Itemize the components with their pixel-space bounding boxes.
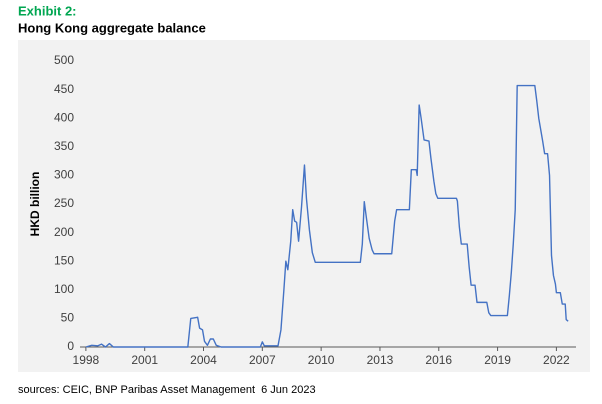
y-tick-label: 500 (54, 53, 74, 67)
x-tick-label: 1998 (73, 353, 100, 367)
source-note: sources: CEIC, BNP Paribas Asset Managem… (18, 384, 316, 396)
y-tick-label: 250 (54, 196, 74, 210)
x-tick-label: 2022 (543, 353, 570, 367)
x-tick-label: 2010 (308, 353, 335, 367)
y-tick-label: 400 (54, 110, 74, 124)
y-tick-label: 50 (61, 311, 75, 325)
chart-title: Exhibit 2: (18, 3, 77, 18)
y-tick-label: 200 (54, 225, 74, 239)
data-line (85, 84, 569, 348)
y-tick-label: 300 (54, 168, 74, 182)
x-tick-label: 2007 (249, 353, 276, 367)
x-tick-label: 2013 (367, 353, 394, 367)
x-tick-label: 2019 (484, 353, 511, 367)
x-tick-label: 2016 (425, 353, 452, 367)
y-tick-label: 150 (54, 253, 74, 267)
x-tick-label: 2004 (190, 353, 217, 367)
plot-background (18, 40, 590, 372)
chart-subtitle: Hong Kong aggregate balance (18, 20, 206, 35)
y-axis-label: HKD billion (28, 172, 42, 237)
y-tick-label: 100 (54, 282, 74, 296)
x-tick-label: 2001 (131, 353, 158, 367)
y-tick-label: 0 (67, 339, 74, 353)
y-tick-label: 350 (54, 139, 74, 153)
y-tick-label: 450 (54, 82, 74, 96)
